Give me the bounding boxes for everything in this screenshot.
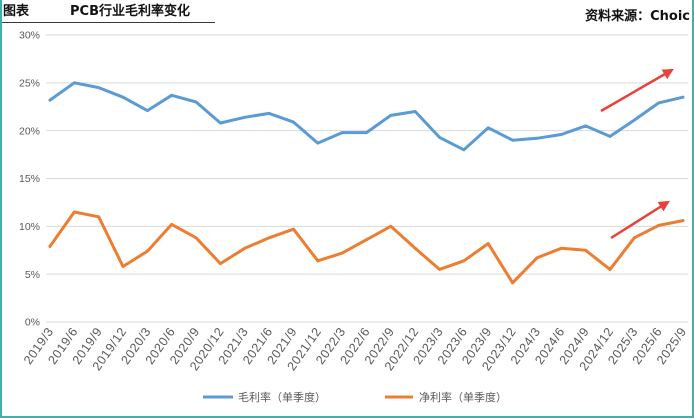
gross-margin-point <box>121 95 125 99</box>
gross-margin-point <box>511 138 514 142</box>
gross-margin-point <box>559 133 563 136</box>
net-margin-line <box>48 210 685 285</box>
gross-margin-point <box>657 101 661 105</box>
net-margin-point <box>681 219 685 223</box>
net-margin-point <box>97 215 101 219</box>
net-margin-point <box>438 268 441 271</box>
gross-margin-point <box>48 98 52 102</box>
net-margin-point <box>559 246 563 250</box>
net-margin-point <box>462 259 466 263</box>
net-margin-point <box>72 210 76 214</box>
net-margin-point <box>632 236 636 240</box>
trend-arrows <box>600 68 674 240</box>
gross-margin-point <box>486 126 490 130</box>
net-margin-point <box>243 246 247 250</box>
chart-title: PCB行业毛利率变化 <box>70 4 190 19</box>
legend-label-gross-margin: 毛利率（单季度） <box>238 390 326 404</box>
net-margin-point <box>219 262 222 265</box>
gross-margin-point <box>97 86 101 89</box>
net-margin-point <box>389 224 393 228</box>
header-underline <box>0 22 215 23</box>
gross-margin-point <box>72 81 76 85</box>
net-margin-point <box>486 242 490 246</box>
net-margin-point <box>121 265 125 268</box>
y-tick-label: 10% <box>19 221 40 233</box>
gross-margin-line <box>48 81 685 152</box>
source-note: 资料来源：Choic <box>585 9 690 24</box>
y-tick-label: 20% <box>19 125 40 137</box>
gross-margin-point <box>316 141 320 145</box>
net-margin-point <box>316 259 320 263</box>
gross-margin-point <box>608 135 612 138</box>
gross-margin-trend-arrow <box>600 68 674 113</box>
y-tick-label: 30% <box>19 30 40 42</box>
net-margin-point <box>194 236 198 240</box>
net-margin-point <box>267 236 271 240</box>
net-margin-point <box>413 246 417 250</box>
gross-margin-point <box>584 124 587 128</box>
net-margin-point <box>292 227 295 231</box>
gross-margin-point <box>535 136 539 140</box>
series-points <box>48 81 685 285</box>
y-axis-tick-labels: 0% 5% 10% 15% 20% 25% 30% <box>19 30 40 329</box>
net-margin-point <box>146 249 149 253</box>
gross-margin-point <box>462 148 466 152</box>
gross-margin-point <box>632 118 636 122</box>
gross-margin-point <box>365 131 368 135</box>
net-margin-point <box>48 245 52 248</box>
net-margin-point <box>657 224 661 227</box>
y-tick-label: 0% <box>25 317 40 329</box>
net-margin-point <box>340 251 344 255</box>
net-margin-point <box>365 238 368 242</box>
gross-margin-point <box>340 131 344 135</box>
legend-label-net-margin: 净利率（单季度） <box>419 390 507 404</box>
gross-margin-point <box>389 114 393 117</box>
net-margin-point <box>608 268 612 271</box>
gross-margin-point <box>194 100 198 104</box>
figure-label: 图表 <box>3 4 30 19</box>
gross-margin-point <box>146 109 149 112</box>
y-tick-label: 15% <box>19 173 40 185</box>
gross-margin-point <box>292 120 295 124</box>
gross-margin-point <box>170 93 174 97</box>
gross-margin-point <box>219 121 222 125</box>
net-margin-point <box>511 281 514 285</box>
gross-margin-point <box>243 115 247 119</box>
net-margin-point <box>170 223 174 226</box>
legend: 毛利率（单季度） 净利率（单季度） <box>203 390 507 404</box>
gross-margin-point <box>267 112 271 115</box>
gross-margin-point <box>438 136 441 139</box>
gross-margin-point <box>681 95 685 99</box>
gross-margin-point <box>413 110 417 113</box>
net-margin-trend-arrow <box>610 200 670 240</box>
series-lines <box>48 81 685 285</box>
y-tick-label: 5% <box>25 269 40 281</box>
x-axis-tick-labels: 2019/32019/62019/92019/122020/32020/6202… <box>21 325 689 373</box>
net-margin-point <box>535 256 539 260</box>
y-tick-label: 25% <box>19 78 40 90</box>
net-margin-point <box>584 248 587 252</box>
gridlines <box>46 34 688 323</box>
